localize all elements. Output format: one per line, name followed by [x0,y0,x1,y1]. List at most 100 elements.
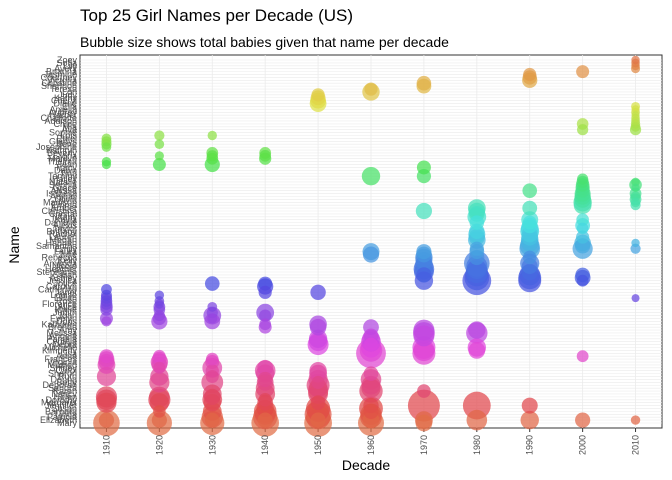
bubble [207,130,217,141]
y-tick-label: Marilyn [48,154,77,164]
bubble [153,405,166,418]
bubble [407,389,440,422]
bubble [469,215,485,230]
y-tick-label: Charlotte [40,113,77,123]
y-tick-label: Kathryn [46,145,77,155]
y-tick-label: Nancy [51,389,77,399]
bubble [154,299,165,309]
bubble [311,375,325,389]
bubble [631,294,640,303]
bubble [575,412,591,428]
y-tick-label: Addison [44,116,77,126]
bubble [468,321,486,339]
y-tick-label: Ruth [58,372,77,382]
bubble [101,133,112,144]
bubble [258,392,272,407]
y-tick-label: Amber [50,203,77,213]
y-tick-label: Zoey [57,55,78,65]
y-tick-label: Brittany [46,226,77,236]
x-axis-title: Decade [342,457,390,473]
y-tick-label: Ava [62,125,77,135]
bubble [522,215,537,230]
y-tick-label: Taylor [53,223,77,233]
y-tick-label: Debra [52,340,77,350]
y-tick-label: Alexis [53,221,78,231]
y-tick-label: Frances [44,354,77,364]
bubble [361,375,381,395]
x-tick-label: 2000 [578,435,588,455]
y-tick-label: Danielle [44,218,77,228]
bubble [415,414,433,432]
y-tick-label: Megan [49,235,77,245]
x-tick-label: 1980 [472,435,482,455]
bubble [257,412,273,428]
x-tick-label: 1970 [419,435,429,455]
bubble [259,150,271,162]
bubble [207,301,218,312]
y-tick-label: Jasmine [43,70,77,80]
y-tick-label: Lisa [60,348,77,358]
y-tick-label: Alice [57,302,77,312]
y-tick-label: Deborah [42,380,77,390]
y-tick-labels: MaryElizabethPatriciaLindaBarbaraSusanJe… [36,55,78,428]
bubble [258,285,272,299]
y-tick-label: Courtney [40,72,77,82]
y-tick-label: Sophie [49,128,77,138]
y-tick-label: Thelma [47,157,77,167]
y-tick-label: Tiffany [50,212,77,222]
bubble [101,316,112,327]
y-tick-label: Harper [49,110,77,120]
y-tick-label: Ashley [50,273,78,283]
y-tick-label: Elizabeth [40,415,77,425]
bubble [96,392,117,413]
y-tick-label: Lily [63,61,77,71]
bubble [576,65,590,79]
bubble [630,415,641,425]
bubble [576,213,589,227]
x-tick-label: 1960 [366,435,376,455]
bubble [576,230,590,244]
y-tick-label: Florence [42,299,77,309]
y-tick-label: Cheryl [51,96,77,106]
y-tick-label: Lois [60,131,77,141]
y-tick-label: Melissa [46,328,77,338]
y-tick-label: Sofia [56,58,77,68]
bubble [521,397,538,414]
y-tick-label: Julie [58,250,77,260]
y-tick-label: Sandra [48,383,77,393]
bubble [466,259,487,279]
y-tick-label: Joan [57,311,77,321]
bubble [522,200,538,216]
bubble [416,75,432,91]
bubble [520,410,539,430]
bubble [152,158,166,172]
y-tick-label: Crystal [49,209,77,219]
y-tick-label: Natalie [49,177,77,187]
bubble [631,177,640,187]
bubble [101,159,112,170]
y-tick-label: Emma [51,200,77,210]
bubble [154,290,165,300]
y-tick-label: Mildred [47,360,77,370]
bubble [469,241,484,256]
y-tick-label: Stephanie [36,267,77,277]
bubble [522,250,537,265]
y-tick-label: Cynthia [46,337,77,347]
y-tick-label: Josephine [36,142,77,152]
x-tick-label: 1990 [525,435,535,455]
x-tick-label: 1910 [101,435,111,455]
y-tick-label: Hailey [52,174,78,184]
bubble [577,124,589,136]
bubble [259,318,272,331]
bubble [101,284,112,295]
y-tick-label: Beverly [47,148,78,158]
y-tick-label: Diane [53,99,77,109]
y-tick-label: Shirley [49,363,77,373]
y-tick-label: Jean [57,160,77,170]
y-tick-label: Nicole [52,261,77,271]
x-tick-label: 1940 [260,435,270,455]
y-tick-label: Amy [59,325,78,335]
bubble [415,202,433,220]
y-tick-label: Pamela [46,334,77,344]
y-tick-label: Ella [62,101,77,111]
